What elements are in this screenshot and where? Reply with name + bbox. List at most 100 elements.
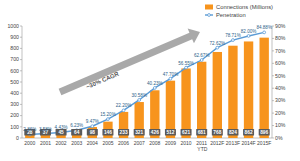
line-label: 84.88%	[256, 25, 272, 30]
x-tick-label-part: 2007	[134, 140, 145, 146]
bar	[213, 52, 222, 138]
x-tick-label: 2015F	[257, 140, 271, 146]
line-marker	[200, 59, 203, 62]
line-marker	[138, 99, 141, 102]
legend-label: Connections (Millions)	[216, 4, 273, 10]
x-tick-label-part: 2013F	[226, 140, 240, 146]
y-tick	[20, 37, 22, 38]
y2-tick	[272, 113, 274, 114]
x-tick-label: 2014F	[241, 140, 255, 146]
annotation: ~30% CAGR	[85, 70, 120, 90]
x-tick-label: 2010	[181, 140, 192, 146]
y-tick	[20, 26, 22, 27]
bar-label: 824	[229, 130, 237, 135]
chart: 010020030040050060070080090010000%10%20%…	[0, 0, 300, 161]
y-tick-label: 900	[10, 34, 19, 40]
bar	[244, 41, 253, 138]
line-marker	[169, 77, 172, 80]
bar	[88, 127, 97, 138]
x-tick-label-part: 2001	[40, 140, 51, 146]
bar	[119, 112, 128, 138]
bar-label: 621	[182, 130, 190, 135]
line-label: 9.47%	[86, 119, 99, 124]
y2-tick-label: 30%	[275, 97, 286, 103]
y-tick-label: 700	[10, 56, 19, 62]
legend-swatch	[205, 14, 213, 15]
x-tick-label-part: 2010	[181, 140, 192, 146]
x-tick-label-part: 2000	[24, 140, 35, 146]
line-label: 40.23%	[147, 81, 163, 86]
y2-tick-label: 10%	[275, 122, 286, 128]
y2-tick-label: 40%	[275, 85, 286, 91]
bar	[197, 62, 206, 138]
plot-area	[25, 31, 269, 138]
bar-label-box	[181, 129, 192, 136]
x-tick-label: 2007	[134, 140, 145, 146]
y-tick	[20, 93, 22, 94]
y-tick-label: 500	[10, 79, 19, 85]
y2-axis-line	[272, 26, 273, 138]
y-tick	[20, 70, 22, 71]
y2-tick	[272, 138, 274, 139]
bar-label: 862	[245, 130, 253, 135]
y-tick-label: 800	[10, 45, 19, 51]
bar-label: 233	[120, 130, 128, 135]
y-tick-label: 100	[10, 124, 19, 130]
bar-label-box	[87, 129, 98, 136]
x-tick-label: 2004	[87, 140, 98, 146]
line-label: 2.86%	[23, 127, 36, 132]
line-label: 72.62%	[210, 41, 226, 46]
y-tick	[20, 115, 22, 116]
y-tick-label: 400	[10, 90, 19, 96]
y2-tick	[272, 88, 274, 89]
y-tick-label: 300	[10, 101, 19, 107]
line-label: 15.20%	[100, 112, 116, 117]
x-tick-label: 2008	[149, 140, 160, 146]
bar	[135, 102, 144, 138]
bar-label: 768	[213, 130, 221, 135]
x-tick-label-part: 2006	[118, 140, 129, 146]
bar	[150, 90, 159, 138]
line-label: 6.23%	[70, 123, 83, 128]
y2-tick	[272, 125, 274, 126]
y-tick	[20, 138, 22, 139]
bar-label-box	[134, 129, 145, 136]
y2-tick-label: 70%	[275, 48, 286, 54]
line-label: 62.67%	[194, 53, 210, 58]
x-tick-label-part: 2002	[56, 140, 67, 146]
bar-label-box	[102, 129, 113, 136]
line-marker	[107, 118, 110, 121]
arrow-group	[57, 25, 203, 100]
legend: Connections (Millions)Penetration	[205, 4, 273, 18]
y2-tick	[272, 38, 274, 39]
y2-tick-label: 90%	[275, 23, 286, 29]
x-tick-label: 2005	[102, 140, 113, 146]
line-marker	[91, 125, 94, 128]
y2-tick-label: 50%	[275, 73, 286, 79]
y2-tick	[272, 100, 274, 101]
bar	[166, 81, 175, 138]
x-tick-label: 2001	[40, 140, 51, 146]
x-tick-label-part: 2009	[165, 140, 176, 146]
y-tick-label: 1000	[7, 23, 19, 29]
legend-swatch	[205, 5, 213, 10]
line	[30, 32, 264, 134]
x-tick-label: 2003	[71, 140, 82, 146]
x-tick-label-part: 2004	[87, 140, 98, 146]
bar-label: 512	[166, 130, 174, 135]
x-tick-label: 2012F	[210, 140, 224, 146]
x-tick-label-part: 2005	[102, 140, 113, 146]
y2-tick-label: 80%	[275, 35, 286, 41]
bar-label-box	[118, 129, 129, 136]
x-tick-label-part: YTD	[196, 146, 208, 152]
y2-tick-label: 20%	[275, 110, 286, 116]
x-tick-label: 2006	[118, 140, 129, 146]
bar-label: 321	[135, 130, 143, 135]
bar-label: 45	[58, 130, 64, 135]
bar	[181, 68, 190, 138]
y-tick-label: 0	[16, 135, 19, 141]
bar-label-box	[259, 129, 270, 136]
y2-tick	[272, 26, 274, 27]
line-marker	[122, 109, 125, 112]
bar-label-box	[165, 129, 176, 136]
